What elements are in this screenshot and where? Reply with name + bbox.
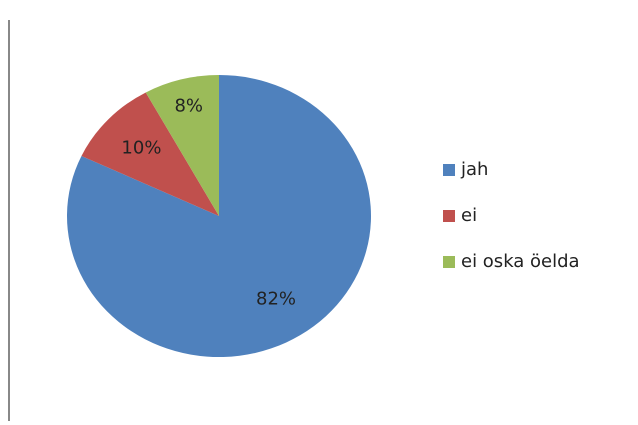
data-label: 8%	[174, 96, 203, 117]
pie-slice	[145, 75, 219, 216]
data-label: 10%	[121, 137, 161, 158]
data-label: 82%	[256, 288, 296, 309]
legend-label: jah	[460, 159, 488, 180]
legend-label: ei	[461, 205, 477, 226]
legend-swatch	[443, 256, 455, 268]
pie-slice	[67, 75, 372, 357]
legend-swatch	[443, 164, 455, 176]
pie-slice	[81, 92, 220, 216]
legend-label: ei oska öelda	[461, 251, 580, 272]
legend-swatch	[443, 210, 455, 222]
